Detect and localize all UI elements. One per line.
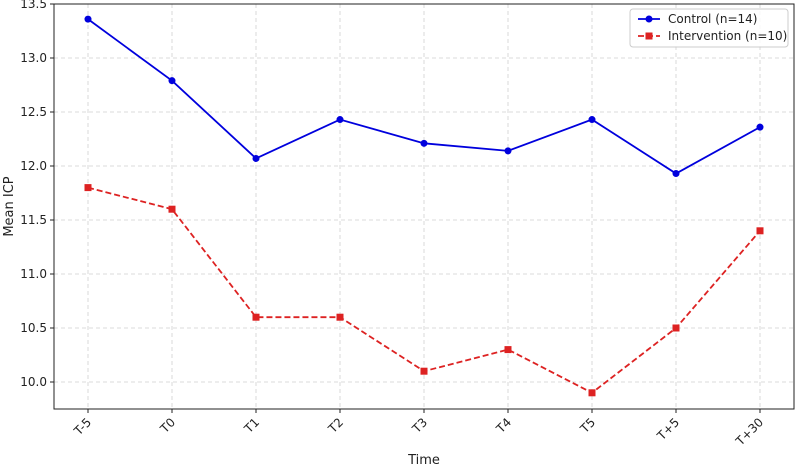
x-tick-label: T5	[577, 415, 598, 436]
data-point	[420, 139, 428, 147]
y-tick-label: 12.5	[20, 105, 47, 119]
y-axis-title: Mean ICP	[2, 176, 17, 236]
grid	[54, 3, 794, 409]
data-point	[504, 147, 512, 155]
data-point	[588, 116, 596, 124]
legend-marker	[645, 32, 653, 40]
legend-marker	[645, 15, 653, 23]
series-layer	[84, 15, 764, 397]
x-axis-title: Time	[407, 453, 440, 466]
x-tick-label: T2	[325, 415, 346, 436]
y-tick-label: 11.5	[20, 213, 47, 227]
data-point	[756, 123, 764, 131]
series-control	[84, 15, 764, 178]
data-point	[756, 227, 764, 235]
y-axis: 10.0 10.5 11.0 11.5 12.0 12.5 13.0 13.5	[20, 0, 54, 389]
data-point	[168, 205, 176, 213]
x-tick-label: T+5	[654, 415, 682, 443]
data-point	[588, 389, 596, 397]
x-tick-label: T0	[157, 415, 178, 436]
data-point	[336, 116, 344, 124]
legend-label: Intervention (n=10)	[668, 29, 787, 43]
data-point	[252, 154, 260, 162]
data-point	[84, 184, 92, 192]
data-point	[84, 15, 92, 23]
y-tick-label: 10.5	[20, 321, 47, 335]
legend-box	[629, 8, 789, 48]
data-point	[672, 324, 680, 332]
data-point	[672, 170, 680, 178]
data-point	[336, 313, 344, 321]
x-tick-label: T1	[241, 415, 262, 436]
y-tick-label: 11.0	[20, 267, 47, 281]
legend-label: Control (n=14)	[668, 12, 757, 26]
legend-item: Control (n=14)	[638, 12, 757, 26]
x-tick-label: T+30	[732, 415, 766, 449]
legend: Control (n=14) Intervention (n=10)	[629, 8, 789, 48]
y-tick-label: 10.0	[20, 375, 47, 389]
x-axis: T-5 T0 T1 T2 T3 T4 T5 T+5 T+30	[71, 409, 766, 449]
x-tick-label: T-5	[71, 415, 94, 438]
x-tick-label: T4	[493, 415, 514, 436]
y-tick-label: 13.0	[20, 51, 47, 65]
data-point	[252, 313, 260, 321]
y-tick-label: 13.5	[20, 0, 47, 11]
legend-item: Intervention (n=10)	[638, 29, 787, 43]
y-tick-label: 12.0	[20, 159, 47, 173]
data-point	[504, 346, 512, 354]
data-point	[420, 367, 428, 375]
x-tick-label: T3	[409, 415, 430, 436]
data-point	[168, 77, 176, 85]
series-intervention	[84, 184, 764, 397]
